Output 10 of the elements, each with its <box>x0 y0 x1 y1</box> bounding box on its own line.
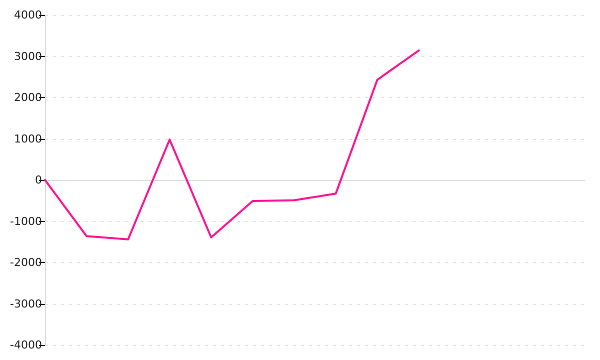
y-tick-label: -1000 <box>10 214 42 228</box>
y-tick-label: 3000 <box>14 50 42 63</box>
y-tick-label: 0 <box>35 174 42 186</box>
y-tick-label: -3000 <box>10 297 42 310</box>
line-series <box>44 49 420 240</box>
y-tick-label: 2000 <box>14 91 42 104</box>
y-tick-label: -2000 <box>10 256 42 269</box>
y-tick-label: 4000 <box>14 8 42 22</box>
y-tick-label: 1000 <box>14 132 42 146</box>
y-tick-label: -4000 <box>10 338 42 352</box>
